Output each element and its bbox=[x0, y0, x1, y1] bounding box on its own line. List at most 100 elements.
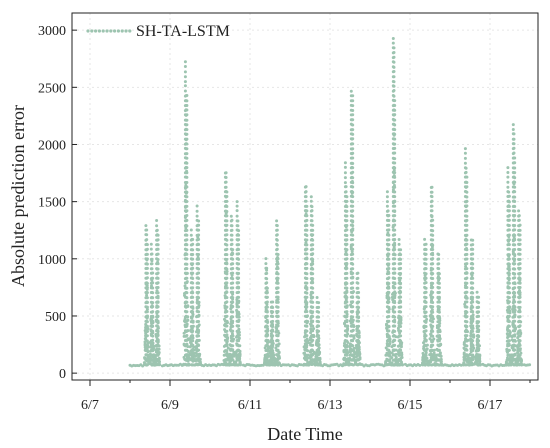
data-point bbox=[510, 362, 514, 366]
data-point bbox=[194, 358, 197, 362]
data-point bbox=[518, 300, 522, 304]
data-point bbox=[185, 147, 189, 151]
data-point bbox=[317, 336, 321, 340]
data-point bbox=[197, 219, 201, 223]
data-point bbox=[386, 298, 390, 302]
data-point bbox=[437, 253, 441, 256]
data-point bbox=[429, 345, 433, 349]
data-point bbox=[271, 323, 275, 327]
data-point bbox=[155, 333, 158, 336]
data-point bbox=[387, 257, 391, 261]
data-point bbox=[185, 257, 189, 261]
data-point bbox=[310, 214, 314, 218]
data-point bbox=[184, 183, 188, 187]
data-point bbox=[237, 355, 241, 359]
data-point bbox=[352, 290, 355, 294]
data-point bbox=[156, 295, 160, 299]
data-point bbox=[182, 331, 186, 335]
data-point bbox=[391, 284, 395, 288]
data-point bbox=[436, 295, 440, 299]
data-point bbox=[236, 219, 240, 223]
data-point bbox=[513, 156, 517, 160]
data-point bbox=[350, 286, 354, 290]
data-point bbox=[197, 310, 201, 314]
data-point bbox=[387, 228, 391, 232]
data-point bbox=[343, 161, 347, 165]
data-point bbox=[506, 344, 510, 348]
data-point bbox=[393, 204, 397, 208]
data-point bbox=[271, 315, 275, 318]
data-point bbox=[437, 257, 441, 261]
data-point bbox=[437, 300, 441, 304]
data-point bbox=[464, 265, 468, 268]
data-point bbox=[508, 291, 512, 295]
data-point bbox=[276, 256, 279, 259]
data-point bbox=[424, 248, 428, 251]
data-point bbox=[311, 247, 315, 251]
data-point bbox=[229, 359, 232, 363]
data-point bbox=[312, 327, 316, 331]
data-point bbox=[513, 272, 516, 276]
data-point bbox=[428, 359, 431, 363]
data-point bbox=[265, 302, 269, 306]
data-point bbox=[191, 238, 195, 241]
data-point bbox=[435, 353, 439, 357]
data-point bbox=[351, 214, 355, 218]
data-point bbox=[190, 267, 194, 271]
data-point bbox=[437, 310, 441, 314]
data-point bbox=[422, 341, 425, 345]
data-point bbox=[505, 332, 509, 336]
data-point bbox=[398, 273, 402, 276]
data-point bbox=[189, 339, 193, 343]
data-point bbox=[512, 294, 516, 298]
data-point bbox=[471, 344, 475, 348]
data-point bbox=[437, 290, 441, 294]
data-point bbox=[471, 238, 475, 242]
data-point bbox=[195, 315, 199, 319]
data-point bbox=[356, 325, 359, 329]
data-point bbox=[157, 351, 161, 354]
data-point bbox=[430, 195, 434, 199]
data-point bbox=[145, 258, 149, 262]
data-point bbox=[310, 252, 314, 256]
data-point bbox=[469, 307, 473, 311]
data-point bbox=[384, 361, 388, 365]
data-point bbox=[142, 363, 146, 367]
data-point bbox=[344, 360, 348, 364]
data-point bbox=[468, 352, 472, 356]
data-point bbox=[151, 338, 155, 342]
data-point bbox=[185, 280, 189, 284]
data-point bbox=[310, 279, 314, 283]
data-point bbox=[344, 185, 348, 189]
data-point bbox=[422, 307, 426, 311]
data-point bbox=[185, 123, 189, 127]
data-point bbox=[518, 295, 522, 299]
data-point bbox=[470, 274, 474, 277]
data-point bbox=[348, 345, 352, 349]
data-point bbox=[305, 262, 309, 266]
data-point bbox=[512, 151, 516, 155]
data-point bbox=[271, 351, 275, 355]
data-point bbox=[196, 262, 200, 266]
data-point bbox=[358, 353, 362, 357]
data-point bbox=[429, 294, 433, 298]
data-point bbox=[469, 347, 473, 351]
data-point bbox=[471, 243, 475, 247]
data-point bbox=[356, 286, 360, 290]
data-point bbox=[528, 363, 532, 367]
y-tick-label: 3000 bbox=[38, 24, 66, 39]
data-point bbox=[349, 270, 353, 274]
data-point bbox=[185, 248, 189, 252]
data-point bbox=[225, 329, 229, 333]
data-point bbox=[513, 262, 517, 266]
data-point bbox=[311, 324, 315, 328]
data-point bbox=[424, 338, 428, 342]
data-point bbox=[305, 281, 309, 285]
data-point bbox=[518, 233, 522, 237]
data-point bbox=[231, 257, 235, 261]
data-point bbox=[393, 128, 397, 132]
data-point bbox=[430, 272, 434, 276]
data-point bbox=[345, 310, 349, 314]
data-point bbox=[190, 263, 194, 267]
data-point bbox=[235, 335, 238, 339]
